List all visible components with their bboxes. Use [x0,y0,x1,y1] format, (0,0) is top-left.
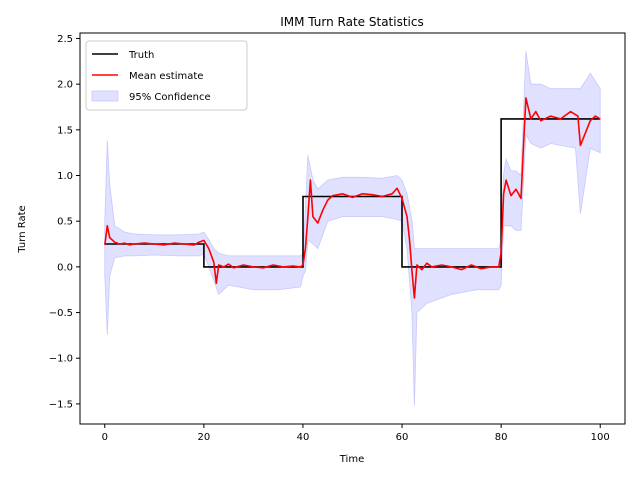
legend-entry-label: Mean estimate [129,71,203,82]
legend-confidence-swatch [91,90,119,102]
truth-line [104,118,601,268]
x-tick-label: 20 [197,432,210,443]
x-axis: 0 20 40 60 80 100 [102,424,610,443]
y-tick-label: 0.5 [57,217,73,228]
y-tick-label: 2.5 [57,34,73,45]
y-tick-label: −1.5 [49,399,73,410]
mean-estimate-line [104,97,601,299]
axes-frame [79,32,626,425]
x-tick-label: 40 [297,432,310,443]
y-axis-label: Turn Rate [17,205,28,253]
x-tick-label: 100 [591,432,610,443]
legend-box [85,40,248,111]
y-tick-label: 1.0 [57,171,73,182]
x-tick-label: 80 [495,432,508,443]
confidence-band [104,51,601,406]
plot-area [104,51,601,406]
y-tick-label: 2.0 [57,80,73,91]
y-tick-label: 0.0 [57,262,73,273]
y-axis: −1.5 −1.0 −0.5 0.0 0.5 1.0 1.5 2.0 2.5 [49,34,80,410]
x-tick-label: 0 [102,432,108,443]
legend-entry-label: Truth [128,50,154,61]
x-axis-label: Time [339,454,364,465]
x-tick-label: 60 [396,432,409,443]
legend: Truth Mean estimate 95% Confidence [85,40,248,111]
y-tick-label: −1.0 [49,354,73,365]
legend-entry-label: 95% Confidence [129,92,211,103]
y-tick-label: −0.5 [49,308,73,319]
chart-title: IMM Turn Rate Statistics [280,15,424,29]
y-tick-label: 1.5 [57,125,73,136]
